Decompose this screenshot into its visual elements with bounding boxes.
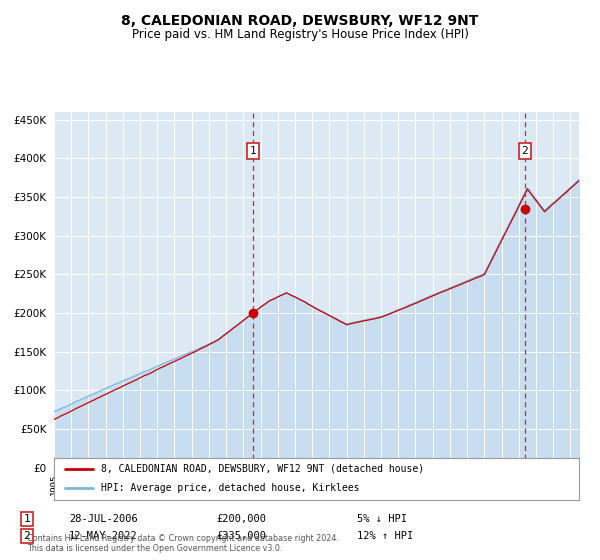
Text: 5% ↓ HPI: 5% ↓ HPI xyxy=(357,514,407,524)
Text: 1: 1 xyxy=(23,514,31,524)
Text: 2: 2 xyxy=(521,146,529,156)
Text: 8, CALEDONIAN ROAD, DEWSBURY, WF12 9NT (detached house): 8, CALEDONIAN ROAD, DEWSBURY, WF12 9NT (… xyxy=(101,464,424,474)
Text: 8, CALEDONIAN ROAD, DEWSBURY, WF12 9NT: 8, CALEDONIAN ROAD, DEWSBURY, WF12 9NT xyxy=(121,14,479,28)
Text: 2: 2 xyxy=(23,531,31,541)
Text: 12% ↑ HPI: 12% ↑ HPI xyxy=(357,531,413,541)
Text: £335,000: £335,000 xyxy=(216,531,266,541)
Text: 28-JUL-2006: 28-JUL-2006 xyxy=(69,514,138,524)
Text: 1: 1 xyxy=(250,146,257,156)
Text: £200,000: £200,000 xyxy=(216,514,266,524)
Text: Price paid vs. HM Land Registry's House Price Index (HPI): Price paid vs. HM Land Registry's House … xyxy=(131,28,469,41)
Text: 12-MAY-2022: 12-MAY-2022 xyxy=(69,531,138,541)
Text: HPI: Average price, detached house, Kirklees: HPI: Average price, detached house, Kirk… xyxy=(101,483,360,493)
Text: Contains HM Land Registry data © Crown copyright and database right 2024.
This d: Contains HM Land Registry data © Crown c… xyxy=(27,534,339,553)
